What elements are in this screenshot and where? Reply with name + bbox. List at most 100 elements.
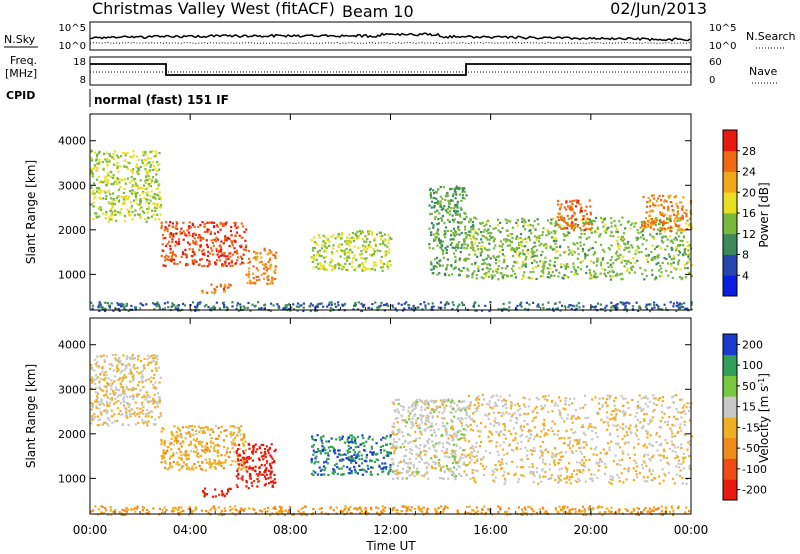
heat-cell xyxy=(657,307,660,310)
heat-cell xyxy=(198,440,201,443)
heat-cell xyxy=(242,460,245,463)
heat-cell xyxy=(241,467,244,470)
heat-cell xyxy=(214,424,217,428)
heat-cell xyxy=(401,477,404,480)
heat-cell xyxy=(460,474,463,478)
heat-cell xyxy=(553,302,557,305)
heat-cell xyxy=(488,403,491,406)
heat-cell xyxy=(534,228,537,231)
heat-cell xyxy=(150,164,153,167)
heat-cell xyxy=(665,221,668,224)
heat-cell xyxy=(492,471,496,474)
heat-cell xyxy=(333,470,336,473)
heat-cell xyxy=(210,283,213,286)
heat-cell xyxy=(585,213,588,216)
heat-cell xyxy=(408,467,411,470)
heat-cell xyxy=(541,265,544,268)
heat-cell xyxy=(127,403,130,406)
heat-cell xyxy=(654,204,657,207)
heat-cell xyxy=(458,399,461,403)
heat-cell xyxy=(463,243,467,246)
heat-cell xyxy=(363,245,366,248)
heat-cell xyxy=(324,236,327,239)
heat-cell xyxy=(451,439,454,442)
heat-cell xyxy=(683,264,686,267)
heat-cell xyxy=(266,449,269,452)
heat-cell xyxy=(100,413,103,416)
heat-cell xyxy=(231,305,234,308)
heat-cell xyxy=(230,240,233,243)
heat-cell xyxy=(350,472,353,475)
heat-cell xyxy=(624,304,627,307)
heat-cell xyxy=(319,264,323,267)
heat-cell xyxy=(154,399,157,402)
heat-cell xyxy=(228,262,231,265)
heat-cell xyxy=(660,239,663,242)
heat-cell xyxy=(454,187,457,190)
heat-cell xyxy=(255,472,258,476)
heat-cell xyxy=(432,466,435,470)
heat-cell xyxy=(561,215,564,218)
heat-cell xyxy=(203,230,206,234)
heat-cell xyxy=(466,405,469,408)
heat-cell xyxy=(109,175,112,179)
heat-cell xyxy=(679,268,682,271)
heat-cell xyxy=(236,448,240,451)
heat-cell xyxy=(270,480,273,483)
heat-cell xyxy=(129,357,132,360)
heat-cell xyxy=(361,473,364,476)
heat-cell xyxy=(131,184,134,187)
heat-cell xyxy=(404,462,407,465)
heat-cell xyxy=(517,254,521,257)
heat-cell xyxy=(461,194,464,197)
heat-cell xyxy=(235,226,238,229)
heat-cell xyxy=(433,239,436,242)
heat-cell xyxy=(437,217,440,221)
heat-cell xyxy=(154,401,157,404)
heat-cell xyxy=(121,202,124,205)
heat-cell xyxy=(642,237,645,240)
heat-cell xyxy=(367,243,371,246)
heat-cell xyxy=(184,454,187,457)
heat-cell xyxy=(246,456,249,459)
heat-cell xyxy=(212,244,215,247)
heat-cell xyxy=(420,433,423,436)
heat-cell xyxy=(230,226,233,229)
heat-cell xyxy=(169,244,172,248)
heat-cell xyxy=(236,462,239,466)
heat-cell xyxy=(684,456,687,459)
heat-cell xyxy=(582,215,585,218)
heat-cell xyxy=(550,274,553,277)
heat-cell xyxy=(669,225,672,228)
heat-cell xyxy=(272,253,275,256)
heat-cell xyxy=(221,461,224,464)
heat-cell xyxy=(112,389,115,392)
heat-cell xyxy=(472,248,475,252)
heat-cell xyxy=(483,224,486,227)
heat-cell xyxy=(147,206,151,209)
heat-cell xyxy=(351,265,354,268)
heat-cell xyxy=(643,455,646,458)
heat-cell xyxy=(432,238,436,241)
heat-cell xyxy=(445,464,448,468)
heat-cell xyxy=(228,237,231,241)
heat-cell xyxy=(269,462,272,465)
heat-cell xyxy=(620,272,623,275)
heat-cell xyxy=(457,188,460,191)
heat-cell xyxy=(395,441,398,444)
heat-cell xyxy=(130,179,133,182)
heat-cell xyxy=(513,272,517,275)
heat-cell xyxy=(150,415,153,418)
heat-cell xyxy=(621,259,624,262)
heat-cell xyxy=(124,154,127,157)
heat-cell xyxy=(91,304,94,307)
heat-cell xyxy=(337,301,340,304)
heat-cell xyxy=(342,304,345,307)
heat-cell xyxy=(188,227,191,230)
heat-cell xyxy=(108,383,111,386)
heat-cell xyxy=(154,180,158,183)
heat-cell xyxy=(503,274,506,277)
heat-cell xyxy=(130,192,133,195)
heat-cell xyxy=(343,441,346,444)
heat-cell xyxy=(451,301,454,304)
